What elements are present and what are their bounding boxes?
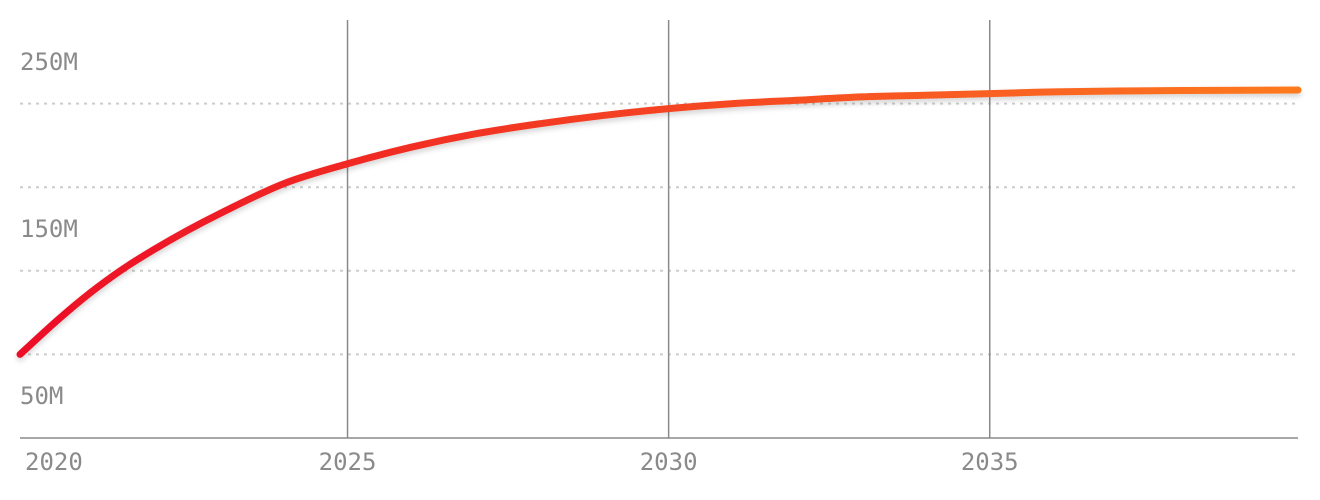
series-line: [16, 86, 1302, 358]
x-tick-labels: 2020 2025 2030 2035: [25, 448, 1019, 476]
x-tick-label: 2030: [640, 448, 698, 476]
y-tick-label: 50M: [20, 382, 63, 410]
x-gridlines: [346, 20, 991, 438]
x-tick-label: 2035: [961, 448, 1019, 476]
x-tick-label: 2025: [319, 448, 377, 476]
y-tick-label: 150M: [20, 215, 78, 243]
x-tick-label: 2020: [25, 448, 83, 476]
y-tick-labels: 50M 150M 250M: [20, 48, 78, 410]
y-gridlines: [20, 102, 1298, 356]
y-tick-label: 250M: [20, 48, 78, 76]
